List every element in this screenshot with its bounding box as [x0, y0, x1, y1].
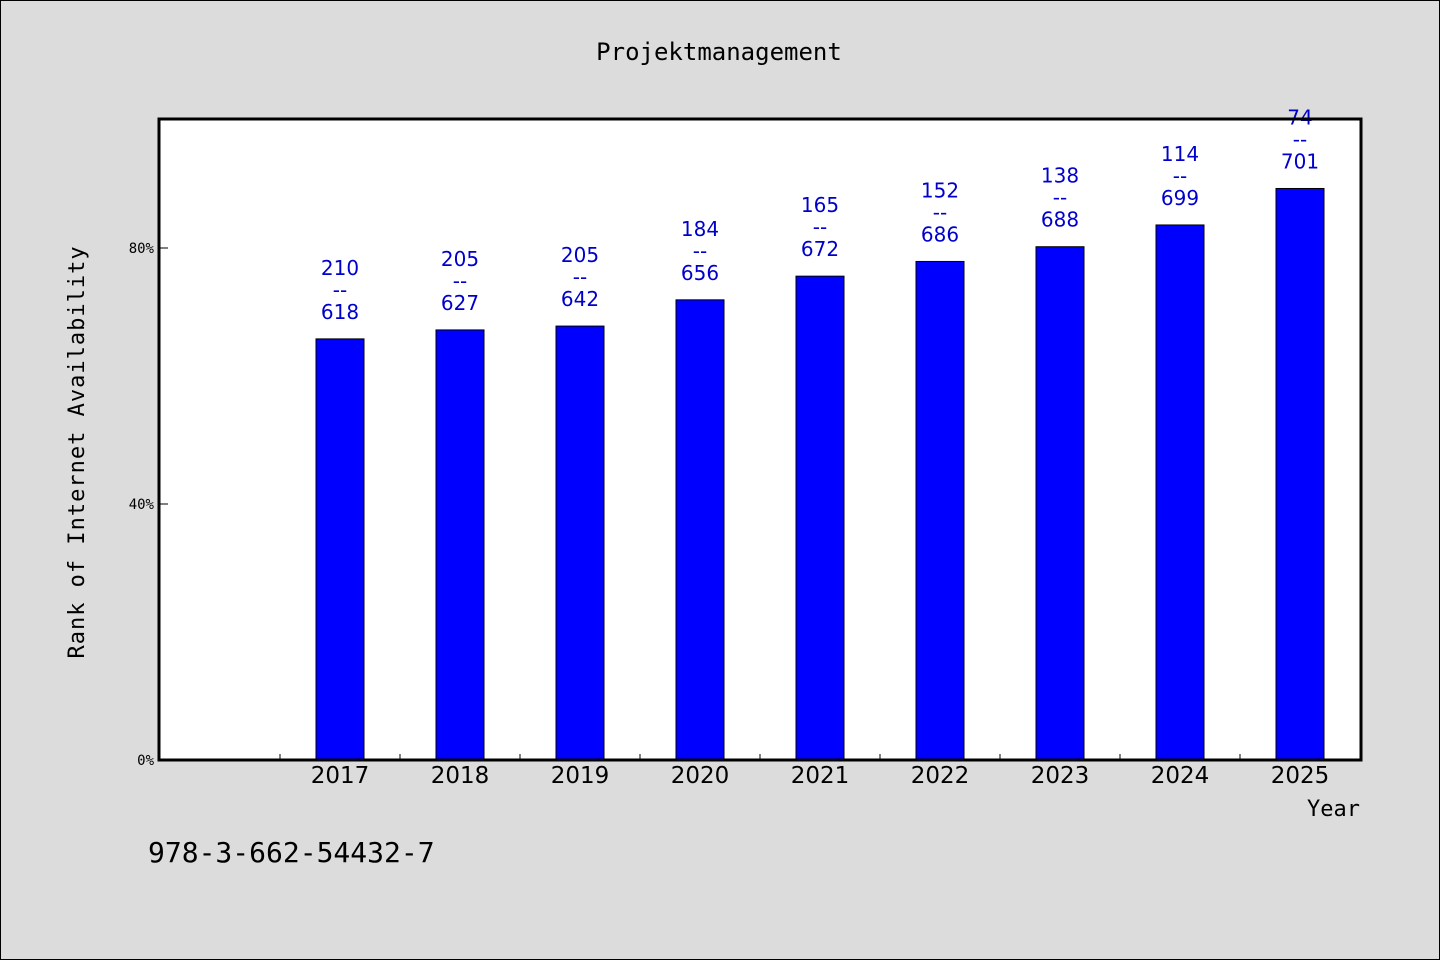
data-label-separator: --	[1053, 186, 1067, 210]
x-axis-label: Year	[1307, 797, 1360, 822]
data-label-separator: --	[453, 269, 467, 293]
data-label-top: 205	[561, 243, 599, 267]
x-tick-label: 2023	[1031, 763, 1090, 789]
data-label-top: 138	[1041, 164, 1079, 188]
x-tick-label: 2017	[311, 763, 370, 789]
data-label-bottom: 656	[681, 261, 719, 285]
x-tick-label: 2019	[551, 763, 610, 789]
bar-2018	[435, 329, 485, 761]
y-tick-label: 40%	[129, 497, 155, 513]
data-label-bottom: 688	[1041, 208, 1079, 232]
bars-group	[315, 187, 1325, 761]
data-label-bottom: 642	[561, 287, 599, 311]
data-label-top: 74	[1287, 105, 1312, 129]
data-label-bottom: 701	[1281, 149, 1319, 173]
isbn-footer: 978-3-662-54432-7	[148, 836, 435, 869]
data-label-separator: --	[933, 200, 947, 224]
data-label-bottom: 686	[921, 222, 959, 246]
data-label-separator: --	[333, 278, 347, 302]
data-label-bottom: 672	[801, 237, 839, 261]
x-tick-label: 2021	[791, 763, 850, 789]
data-label-separator: --	[1293, 127, 1307, 151]
y-axis-ticks: 0% 40% 80%	[129, 241, 168, 769]
x-tick-label: 2025	[1271, 763, 1330, 789]
x-tick-label: 2024	[1151, 763, 1210, 789]
x-axis-tick-labels: 2017 2018 2019 2020 2021 2022 2023 2024 2025	[311, 763, 1330, 789]
y-tick-label: 0%	[137, 753, 154, 769]
data-labels-group: 210--618205--627205--642184--656165--672…	[321, 105, 1319, 323]
bar-2021	[795, 275, 845, 761]
x-tick-label: 2022	[911, 763, 970, 789]
data-label-top: 152	[921, 178, 959, 202]
data-label-bottom: 627	[441, 291, 479, 315]
data-label-bottom: 618	[321, 300, 359, 324]
data-label-separator: --	[693, 239, 707, 263]
data-label-bottom: 699	[1161, 186, 1199, 210]
x-tick-label: 2020	[671, 763, 730, 789]
bar-2022	[915, 260, 965, 761]
data-label-top: 210	[321, 256, 359, 280]
bar-2024	[1155, 224, 1205, 761]
bar-2023	[1035, 246, 1085, 761]
data-label-top: 205	[441, 247, 479, 271]
data-label-separator: --	[573, 265, 587, 289]
data-label-top: 114	[1161, 142, 1199, 166]
bar-2019	[555, 325, 605, 761]
data-label-separator: --	[1173, 164, 1187, 188]
y-tick-label: 80%	[129, 241, 155, 257]
data-label-top: 165	[801, 193, 839, 217]
plot-border	[157, 117, 1363, 762]
data-label-separator: --	[813, 215, 827, 239]
data-label-top: 184	[681, 217, 719, 241]
bar-2017	[315, 338, 365, 761]
y-axis-label: Rank of Internet Availability	[65, 245, 90, 658]
chart-title: Projektmanagement	[596, 38, 842, 66]
x-tick-label: 2018	[431, 763, 490, 789]
bar-2020	[675, 299, 725, 761]
bar-2025	[1275, 187, 1325, 761]
